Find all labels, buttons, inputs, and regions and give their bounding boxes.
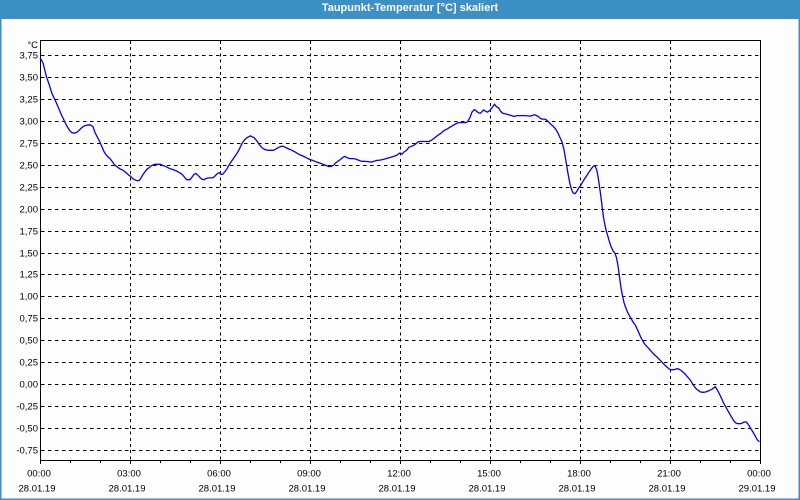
svg-text:-0,50: -0,50 [16,424,38,435]
svg-text:28.01.19: 28.01.19 [109,484,146,495]
svg-text:-0,25: -0,25 [16,402,38,413]
svg-text:29.01.19: 29.01.19 [739,484,776,495]
svg-text:1,50: 1,50 [20,249,39,260]
svg-text:21:00: 21:00 [657,469,681,480]
svg-text:28.01.19: 28.01.19 [649,484,686,495]
svg-text:28.01.19: 28.01.19 [379,484,416,495]
svg-text:03:00: 03:00 [117,469,141,480]
svg-text:28.01.19: 28.01.19 [289,484,326,495]
svg-text:12:00: 12:00 [387,469,411,480]
svg-text:15:00: 15:00 [477,469,501,480]
svg-text:06:00: 06:00 [207,469,231,480]
svg-text:0,25: 0,25 [20,358,39,369]
svg-text:1,00: 1,00 [20,292,39,303]
svg-text:1,75: 1,75 [20,227,39,238]
svg-text:00:00: 00:00 [27,469,51,480]
svg-text:28.01.19: 28.01.19 [19,484,56,495]
svg-text:3,75: 3,75 [20,51,39,62]
svg-text:2,50: 2,50 [20,161,39,172]
svg-text:2,25: 2,25 [20,183,39,194]
svg-text:00:00: 00:00 [747,469,771,480]
svg-text:3,25: 3,25 [20,95,39,106]
svg-text:0,75: 0,75 [20,314,39,325]
svg-text:1,25: 1,25 [20,270,39,281]
svg-text:3,50: 3,50 [20,73,39,84]
svg-text:09:00: 09:00 [297,469,321,480]
svg-text:-0,75: -0,75 [16,446,38,457]
svg-text:0,00: 0,00 [20,380,39,391]
svg-text:18:00: 18:00 [567,469,591,480]
svg-text:2,00: 2,00 [20,205,39,216]
svg-text:3,00: 3,00 [20,117,39,128]
svg-text:°C: °C [27,40,38,51]
svg-text:2,75: 2,75 [20,139,39,150]
svg-text:28.01.19: 28.01.19 [559,484,596,495]
svg-text:28.01.19: 28.01.19 [199,484,236,495]
svg-text:28.01.19: 28.01.19 [469,484,506,495]
svg-text:0,50: 0,50 [20,336,39,347]
